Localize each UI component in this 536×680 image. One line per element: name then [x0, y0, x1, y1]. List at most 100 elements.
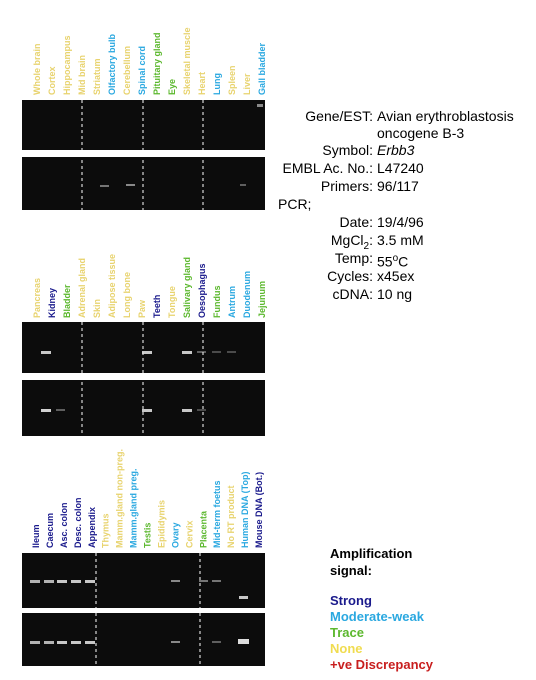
band	[100, 185, 109, 187]
band	[71, 641, 81, 644]
info-value-text: 96/117	[377, 178, 419, 194]
lane-label: No RT product	[226, 486, 236, 549]
lane-label: Tongue	[167, 286, 177, 318]
lane-label: Mamm.gland non-preg.	[115, 449, 125, 548]
legend-item: +ve Discrepancy	[330, 657, 433, 672]
band	[238, 639, 249, 644]
lane-label: Asc. colon	[59, 502, 69, 548]
lane-label: Mid brain	[77, 55, 87, 95]
lane-label: Eye	[167, 79, 177, 95]
lane-label: Oesophagus	[197, 263, 207, 318]
band	[126, 184, 135, 186]
band	[44, 641, 54, 644]
lane-label: Cortex	[47, 66, 57, 95]
lane-label: Adipose tissue	[107, 254, 117, 318]
info-heading: PCR;	[278, 196, 312, 212]
info-value-end: C	[398, 253, 409, 270]
info-value-text: Avian erythroblastosis oncogene B-3	[377, 108, 514, 141]
lane-label: Mouse DNA (Bot.)	[254, 472, 264, 548]
legend-item: Moderate-weak	[330, 609, 424, 624]
bands	[30, 104, 263, 644]
legend-item: Trace	[330, 625, 364, 640]
info-label-text: Primers:	[320, 178, 373, 194]
lane-label: Mid-term foetus	[212, 481, 222, 549]
info-value-text: 10 ng	[377, 286, 413, 302]
dividers	[81, 100, 204, 666]
band	[240, 184, 246, 186]
band	[44, 580, 54, 583]
band	[197, 409, 206, 411]
legend-item: Strong	[330, 593, 372, 608]
lane-label: Thymus	[101, 513, 111, 548]
lane-label: Lung	[212, 73, 222, 95]
lane-label: Ovary	[170, 522, 180, 548]
band	[171, 580, 180, 582]
info-value: 96/117	[377, 178, 527, 195]
lane-label: Salivary gland	[182, 257, 192, 318]
lane-label: Appendix	[87, 507, 97, 548]
lane-label: Fundus	[212, 286, 222, 319]
band	[142, 409, 152, 412]
info-value: Avian erythroblastosis oncogene B-3	[377, 108, 527, 142]
info-label-text: Symbol:	[322, 142, 373, 158]
band	[212, 641, 221, 643]
info-label: cDNA:	[253, 286, 373, 302]
info-value-sup: o	[392, 253, 399, 264]
lane-label: Pituitary gland	[152, 32, 162, 95]
band	[71, 580, 81, 583]
info-value-text: 19/4/96	[377, 214, 424, 230]
band	[171, 641, 180, 643]
band	[56, 409, 65, 411]
band	[199, 580, 208, 582]
lane-label: Skeletal muscle	[182, 27, 192, 95]
lane-label: Striatum	[92, 58, 102, 95]
legend-title: Amplification signal:	[330, 546, 413, 578]
info-value: x45ex	[377, 268, 527, 285]
info-value-text: 3.5 mM	[377, 232, 424, 248]
info-label-text: Gene/EST:	[305, 108, 373, 124]
lane-label: Mamm.gland preg.	[129, 468, 139, 548]
lane-label: Spleen	[227, 65, 237, 95]
info-label: Primers:	[253, 178, 373, 194]
lane-label: Gall bladder	[257, 42, 267, 95]
band	[212, 580, 221, 582]
info-label: Gene/EST:	[253, 108, 373, 124]
legend-item: None	[330, 641, 363, 656]
info-label: Cycles:	[253, 268, 373, 284]
ladder	[257, 104, 263, 107]
info-label: MgCl2:	[253, 232, 373, 252]
lane-label: Hippocampus	[62, 35, 72, 95]
band	[30, 641, 40, 644]
band	[57, 641, 67, 644]
info-label: Date:	[253, 214, 373, 230]
info-value: 10 ng	[377, 286, 527, 303]
lane-label: Heart	[197, 72, 207, 95]
band	[182, 351, 192, 354]
lane-label: Teeth	[152, 295, 162, 318]
info-value-text: x45ex	[377, 268, 415, 284]
gel	[22, 157, 265, 210]
band	[41, 409, 51, 412]
band	[41, 351, 51, 354]
info-label-text: Temp:	[334, 250, 373, 266]
info-value: 19/4/96	[377, 214, 527, 231]
info-value: 3.5 mM	[377, 232, 527, 249]
lane-label: Ileum	[31, 524, 41, 548]
gel	[22, 613, 265, 666]
band	[212, 351, 221, 353]
lane-label: Skin	[92, 299, 102, 318]
lane-label: Duodenum	[242, 271, 252, 318]
info-value-text: Erbb3	[377, 142, 415, 158]
info-label-text: Cycles:	[327, 268, 373, 284]
lane-label: Human DNA (Top)	[240, 472, 250, 549]
info-label-text: cDNA:	[332, 286, 373, 302]
lane-label: Spinal cord	[137, 46, 147, 95]
band	[227, 351, 236, 353]
lane-label: Olfactory bulb	[107, 33, 117, 95]
lane-label: Cervix	[184, 520, 194, 548]
lane-label: Caecum	[45, 513, 55, 548]
info-label: Temp:	[253, 250, 373, 266]
info-value-text: L47240	[377, 160, 424, 176]
